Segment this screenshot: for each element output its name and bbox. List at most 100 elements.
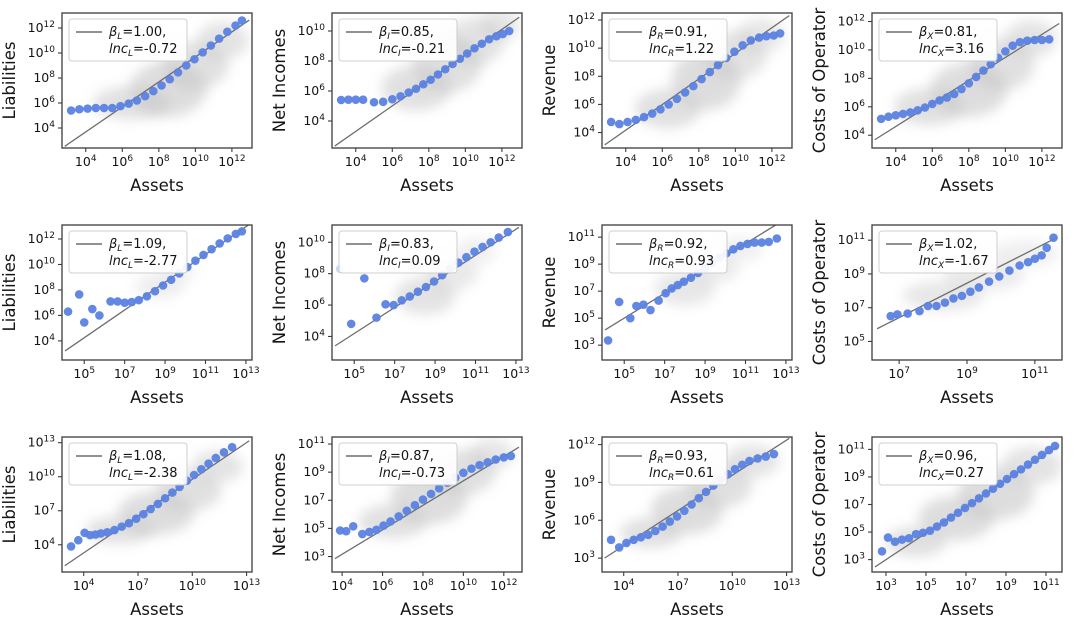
svg-text:103: 103 bbox=[303, 549, 325, 564]
svg-text:βI=0.83,: βI=0.83, bbox=[378, 237, 434, 254]
svg-text:Liabilities: Liabilities bbox=[0, 254, 19, 332]
svg-text:108: 108 bbox=[303, 266, 325, 281]
net-incomes-vs-assets-chart-row3: 104 106 108 1010 1012 103 105 107 109 1011 Assets N… bbox=[270, 436, 523, 619]
svg-text:lncL=-2.77: lncL=-2.77 bbox=[109, 254, 178, 271]
svg-text:108: 108 bbox=[33, 70, 55, 85]
svg-text:1012: 1012 bbox=[218, 154, 245, 169]
subplot-3-revenue: 104 107 1010 1013 103 106 109 1012 Assets Revenue… bbox=[540, 424, 810, 636]
svg-text:1011: 1011 bbox=[1021, 366, 1048, 381]
svg-text:Assets: Assets bbox=[940, 388, 994, 407]
svg-text:107: 107 bbox=[573, 283, 595, 298]
svg-text:107: 107 bbox=[127, 578, 149, 593]
subplot-2-liabilities: 105 107 109 1011 1013 104 106 108 1010 1012 Assets… bbox=[0, 212, 270, 424]
liabilities-vs-assets-chart-row1: 104 106 108 1010 1012 104 106 108 1010 1012 Assets… bbox=[0, 12, 253, 195]
svg-text:lncR=0.61: lncR=0.61 bbox=[649, 466, 714, 483]
subplot-2-costs-of-operator: 107 109 1011 105 107 109 1011 Assets Costs of Op… bbox=[810, 212, 1080, 424]
svg-text:106: 106 bbox=[33, 95, 55, 110]
subplot-1-net-incomes: 104 106 108 1010 1012 104 106 108 1010 Assets Net … bbox=[270, 0, 540, 212]
svg-text:Net Incomes: Net Incomes bbox=[270, 453, 289, 557]
svg-text:108: 108 bbox=[418, 154, 440, 169]
svg-text:109: 109 bbox=[303, 464, 325, 479]
costs-of-operator-vs-assets-chart-row3: 103 105 107 109 1011 103 105 107 109 1011 Assets Co… bbox=[810, 432, 1063, 619]
svg-text:106: 106 bbox=[111, 154, 133, 169]
svg-text:Assets: Assets bbox=[400, 600, 454, 619]
svg-text:1013: 1013 bbox=[772, 366, 799, 381]
svg-text:105: 105 bbox=[843, 524, 865, 539]
svg-text:104: 104 bbox=[75, 154, 97, 169]
svg-text:Costs of Operator: Costs of Operator bbox=[810, 432, 829, 578]
svg-text:109: 109 bbox=[956, 366, 978, 381]
svg-text:Revenue: Revenue bbox=[540, 469, 559, 541]
svg-text:104: 104 bbox=[885, 154, 907, 169]
svg-text:108: 108 bbox=[33, 282, 55, 297]
svg-text:βX=0.96,: βX=0.96, bbox=[918, 449, 977, 466]
svg-text:1010: 1010 bbox=[28, 469, 56, 484]
svg-text:Assets: Assets bbox=[130, 176, 184, 195]
subplot-2-net-incomes: 105 107 109 1011 1013 104 106 108 1010 Assets Net … bbox=[270, 212, 540, 424]
svg-text:104: 104 bbox=[331, 578, 353, 593]
svg-text:1011: 1011 bbox=[1032, 578, 1059, 593]
svg-text:106: 106 bbox=[372, 578, 394, 593]
svg-text:107: 107 bbox=[667, 578, 689, 593]
liabilities-vs-assets-chart-row3: 104 107 1010 1013 104 107 1010 1013 Assets Liabil… bbox=[0, 435, 260, 619]
svg-text:104: 104 bbox=[615, 154, 637, 169]
svg-text:βR=0.92,: βR=0.92, bbox=[648, 237, 708, 254]
svg-text:106: 106 bbox=[651, 154, 673, 169]
svg-text:108: 108 bbox=[303, 53, 325, 68]
svg-text:1013: 1013 bbox=[233, 578, 260, 593]
svg-text:103: 103 bbox=[573, 550, 595, 565]
svg-text:1010: 1010 bbox=[298, 23, 326, 38]
svg-text:106: 106 bbox=[33, 307, 55, 322]
svg-text:107: 107 bbox=[114, 366, 136, 381]
svg-text:Revenue: Revenue bbox=[540, 45, 559, 117]
svg-text:1013: 1013 bbox=[773, 578, 800, 593]
liabilities-vs-assets-chart-row2: 105 107 109 1011 1013 104 106 108 1010 1012 Assets… bbox=[0, 224, 260, 407]
svg-text:1012: 1012 bbox=[28, 20, 55, 35]
svg-text:108: 108 bbox=[958, 154, 980, 169]
svg-text:Net Incomes: Net Incomes bbox=[270, 241, 289, 345]
svg-text:108: 108 bbox=[843, 70, 865, 85]
svg-text:1010: 1010 bbox=[28, 256, 56, 271]
svg-text:103: 103 bbox=[875, 578, 897, 593]
svg-text:lncI=0.09: lncI=0.09 bbox=[379, 254, 441, 271]
svg-text:1011: 1011 bbox=[732, 366, 759, 381]
subplot-1-costs-of-operator: 104 106 108 1010 1012 104 106 108 1010 1012 Assets… bbox=[810, 0, 1080, 212]
svg-text:104: 104 bbox=[33, 537, 55, 552]
svg-text:107: 107 bbox=[843, 300, 865, 315]
svg-text:107: 107 bbox=[888, 366, 910, 381]
svg-text:104: 104 bbox=[33, 120, 55, 135]
costs-of-operator-vs-assets-chart-row2: 107 109 1011 105 107 109 1011 Assets Costs of Op… bbox=[810, 220, 1063, 407]
svg-text:1011: 1011 bbox=[838, 441, 865, 456]
svg-text:Liabilities: Liabilities bbox=[0, 42, 19, 120]
svg-text:103: 103 bbox=[573, 337, 595, 352]
svg-text:βX=1.02,: βX=1.02, bbox=[918, 237, 977, 254]
svg-text:106: 106 bbox=[381, 154, 403, 169]
svg-text:1013: 1013 bbox=[28, 435, 55, 450]
svg-text:104: 104 bbox=[33, 333, 55, 348]
revenue-vs-assets-chart-row1: 104 106 108 1010 1012 104 106 108 1010 1012 Assets… bbox=[540, 12, 793, 195]
svg-text:Assets: Assets bbox=[400, 388, 454, 407]
svg-text:109: 109 bbox=[154, 366, 176, 381]
svg-text:βL=1.09,: βL=1.09, bbox=[108, 237, 166, 254]
svg-text:105: 105 bbox=[613, 366, 635, 381]
svg-text:1010: 1010 bbox=[450, 578, 478, 593]
svg-text:1012: 1012 bbox=[758, 154, 785, 169]
svg-text:1011: 1011 bbox=[192, 366, 219, 381]
svg-text:lncX=-1.67: lncX=-1.67 bbox=[919, 254, 989, 271]
svg-text:Liabilities: Liabilities bbox=[0, 466, 19, 544]
svg-text:109: 109 bbox=[995, 578, 1017, 593]
svg-text:Assets: Assets bbox=[670, 600, 724, 619]
svg-text:1011: 1011 bbox=[838, 232, 865, 247]
svg-text:βL=1.00,: βL=1.00, bbox=[108, 25, 166, 42]
svg-text:Assets: Assets bbox=[670, 388, 724, 407]
subplot-1-liabilities: 104 106 108 1010 1012 104 106 108 1010 1012 Assets… bbox=[0, 0, 270, 212]
svg-text:Assets: Assets bbox=[670, 176, 724, 195]
svg-text:1012: 1012 bbox=[568, 12, 595, 27]
svg-text:1010: 1010 bbox=[298, 234, 326, 249]
svg-text:107: 107 bbox=[955, 578, 977, 593]
subplot-3-liabilities: 104 107 1010 1013 104 107 1010 1013 Assets Liabil… bbox=[0, 424, 270, 636]
svg-text:lncR=1.22: lncR=1.22 bbox=[649, 42, 714, 59]
svg-text:108: 108 bbox=[148, 154, 170, 169]
svg-text:lncX=0.27: lncX=0.27 bbox=[919, 466, 984, 483]
